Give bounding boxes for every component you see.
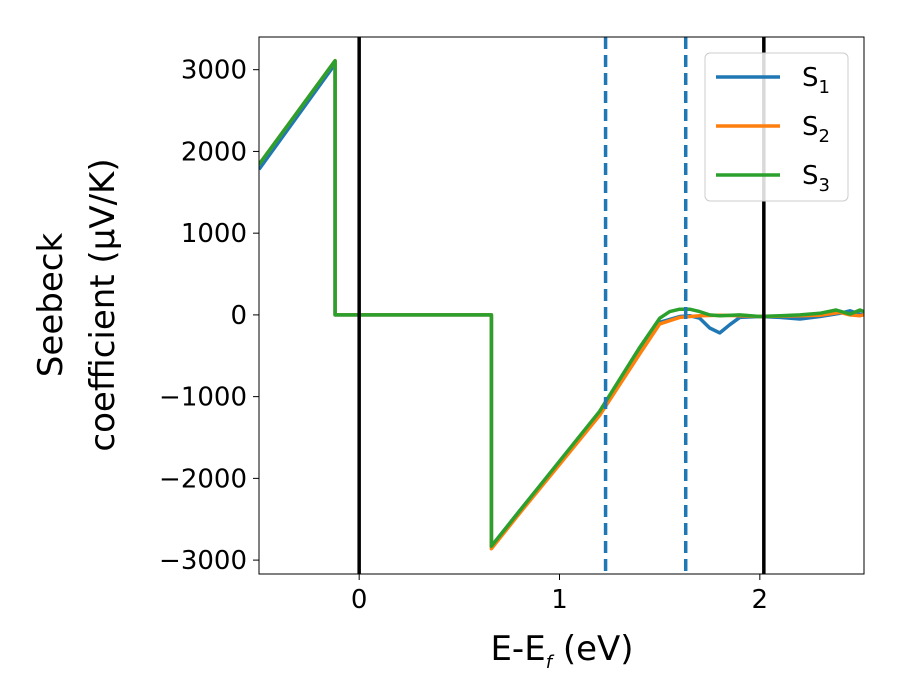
x-tick-label: 2 [752, 585, 769, 615]
x-tick-label: 0 [351, 585, 368, 615]
y-tick-label: −3000 [159, 546, 247, 576]
x-tick-label: 1 [551, 585, 568, 615]
legend-label-s3: S3 [802, 161, 830, 196]
y-axis-label: Seebeck coefficient (μV/K) [31, 158, 123, 451]
legend-label-s1: S1 [802, 63, 830, 98]
legend: S1 S2 S3 [704, 52, 849, 202]
y-tick-label: 2000 [181, 137, 247, 167]
axes-frame [258, 36, 865, 575]
y-tick-label: −2000 [159, 464, 247, 494]
y-tick-label: 3000 [181, 56, 247, 86]
legend-label-s2: S2 [802, 112, 830, 147]
y-axis-label-line1: Seebeck [31, 233, 71, 378]
y-tick-label: −1000 [159, 383, 247, 413]
series-line-s3 [259, 58, 864, 548]
y-tick-label: 0 [230, 301, 247, 331]
tick-layer: 0 1 2 −3000 −2000 −1000 0 1000 2000 3000 [159, 56, 768, 615]
x-axis-label: E-Ef (eV) [490, 629, 633, 673]
y-tick-label: 1000 [181, 219, 247, 249]
y-axis-label-line2: coefficient (μV/K) [83, 158, 123, 451]
